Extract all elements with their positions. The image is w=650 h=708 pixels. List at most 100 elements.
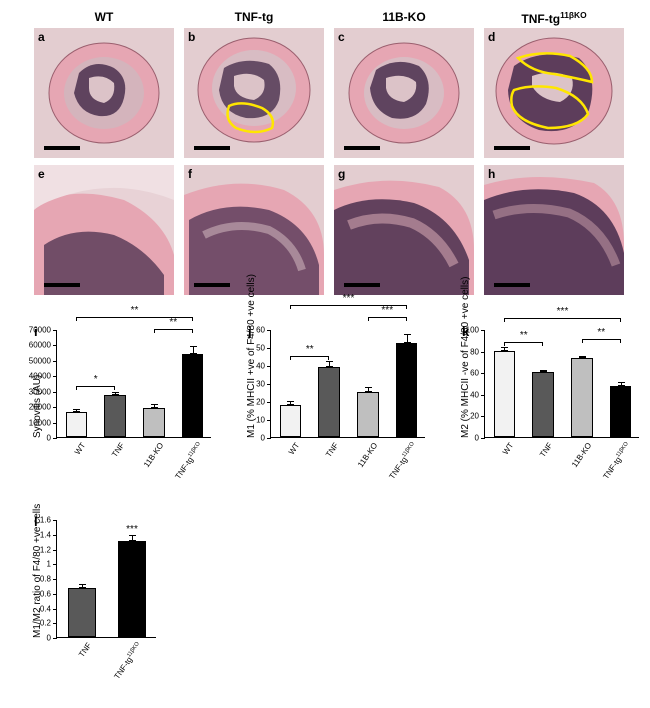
error-bar [290,401,291,405]
y-tick [53,564,57,565]
histo-panel-h: h [484,165,624,295]
chart-i: 010000200003000040000500006000070000WTTN… [56,330,211,438]
y-tick [267,402,271,403]
scalebar [44,283,80,287]
plot-area: 020406080100WTTNF11B-KOTNF-tg11βKO******… [484,330,639,438]
scalebar [344,283,380,287]
bar [182,354,203,437]
significance-bracket [76,317,192,318]
y-tick [53,609,57,610]
y-tick [53,520,57,521]
significance-bracket [582,339,621,340]
error-bar [368,387,369,392]
tissue-svg [484,165,624,295]
y-tick [53,638,57,639]
panel-label-d: d [488,30,495,44]
x-tick-label: WT [55,441,88,482]
col-header-tnftg: TNF-tg [184,10,324,24]
x-tick-label: WT [269,441,302,482]
error-bar [621,382,622,386]
significance-label: ** [169,317,177,328]
histo-panel-b: b [184,28,324,158]
y-axis-label: M2 (% MHCII -ve of F4/80 +ve cells) [460,277,471,438]
y-tick-label: 50 [256,344,265,353]
significance-bracket [154,329,193,330]
y-axis-label: M1/M2 ratio of F4/80 +ve cells [32,504,43,638]
y-tick [53,438,57,439]
plot-area: 00.20.40.60.811.21.41.6TNFTNF-tg11βKO*** [56,520,156,638]
x-tick-label: TNF-tg11βKO [385,441,418,483]
chart-k: 020406080100WTTNF11B-KOTNF-tg11βKO******… [484,330,639,438]
tissue-svg [334,165,474,295]
error-bar [132,535,133,541]
bar [357,392,378,437]
bar [610,386,631,437]
error-bar [582,356,583,358]
bar [68,588,96,637]
y-tick [267,348,271,349]
y-tick [267,366,271,367]
y-tick [267,384,271,385]
y-tick [53,594,57,595]
plot-area: 0102030405060WTTNF11B-KOTNF-tg11βKO*****… [270,330,425,438]
y-tick-label: 70000 [29,326,51,335]
tissue-svg [484,28,624,158]
y-tick [481,416,485,417]
y-tick [53,345,57,346]
y-tick [53,330,57,331]
tissue-svg [184,28,324,158]
y-tick-label: 40 [470,390,479,399]
error-bar [543,370,544,372]
error-bar [76,409,77,412]
y-tick-label: 10 [256,416,265,425]
y-tick-label: 0 [261,434,265,443]
panel-label-c: c [338,30,345,44]
y-tick-label: 80 [470,347,479,356]
y-tick [53,579,57,580]
y-tick [53,361,57,362]
chart-j: 0102030405060WTTNF11B-KOTNF-tg11βKO*****… [270,330,425,438]
x-tick-label: TNF [308,441,341,482]
significance-label: ** [520,330,528,341]
error-bar [329,361,330,366]
significance-star: *** [126,524,138,535]
panel-label-h: h [488,167,495,181]
y-tick-label: 20 [256,398,265,407]
significance-label: *** [343,293,355,304]
y-tick [481,438,485,439]
error-bar [154,404,155,408]
x-tick-label: 11B-KO [133,441,166,482]
x-tick-label: TNF [94,441,127,482]
y-tick [481,352,485,353]
plot-area: 010000200003000040000500006000070000WTTN… [56,330,211,438]
x-tick-label: TNF-tg11βKO [171,441,204,483]
error-bar [82,584,83,588]
significance-label: ** [306,344,314,355]
panel-label-a: a [38,30,45,44]
scalebar [344,146,380,150]
bar [143,408,164,437]
scalebar [194,283,230,287]
tissue-svg [34,165,174,295]
bar [104,395,125,437]
bar [318,367,339,437]
y-tick [53,376,57,377]
error-bar [193,346,194,354]
y-tick [53,392,57,393]
panel-label-b: b [188,30,195,44]
x-tick-label: TNF [61,641,94,682]
y-tick-label: 60 [470,369,479,378]
bar [532,372,553,437]
col-header-tnftg11bko: TNF-tg11βKO [484,10,624,26]
x-tick-label: TNF [522,441,555,482]
y-tick-label: 0 [47,634,51,643]
y-tick [481,395,485,396]
scalebar [494,146,530,150]
histo-panel-e: e [34,165,174,295]
y-axis-label: Synovitis (AU) [32,375,43,438]
error-bar [115,392,116,396]
x-tick-label: WT [483,441,516,482]
scalebar [194,146,230,150]
significance-bracket [290,356,329,357]
scalebar [494,283,530,287]
